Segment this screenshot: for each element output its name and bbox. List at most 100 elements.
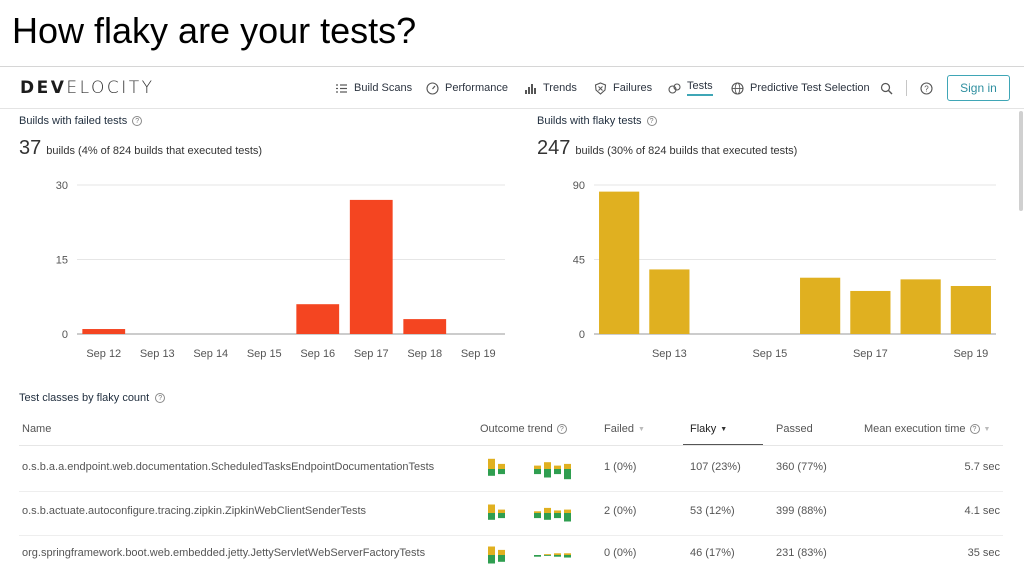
col-header-mean-execution-time[interactable]: Mean execution time? ▼ <box>864 423 990 435</box>
mean-execution-time: 4.1 sec <box>964 505 1000 517</box>
sort-icon: ▼ <box>637 425 645 433</box>
nav-predictive-test-selection[interactable]: Predictive Test Selection <box>731 79 870 97</box>
slide-title: How flaky are your tests? <box>12 10 417 51</box>
svg-text:?: ? <box>924 84 929 93</box>
col-header-name[interactable]: Name <box>22 423 51 435</box>
active-sort-underline <box>683 444 763 445</box>
failed-build-count: 37 <box>19 137 42 159</box>
outcome-trend-sparkbars <box>488 504 571 522</box>
outcome-trend-sparkbars <box>488 546 571 564</box>
flaky-trend-bar <box>498 509 505 513</box>
nav-tests[interactable]: Tests <box>668 79 713 97</box>
test-class-name[interactable]: org.springframework.boot.web.embedded.je… <box>22 547 426 559</box>
passed-trend-bar <box>554 555 561 557</box>
help-button[interactable]: ? <box>920 79 933 97</box>
col-header-passed-label: Passed <box>776 423 813 435</box>
list-icon <box>336 83 347 93</box>
help-circle-icon: ? <box>920 81 933 95</box>
bar-sep-12 <box>82 329 126 334</box>
y-tick-label: 15 <box>56 255 68 267</box>
table-row[interactable]: o.s.b.a.a.endpoint.web.documentation.Sch… <box>0 447 1024 491</box>
mean-execution-time: 35 sec <box>967 547 1000 559</box>
y-tick-label: 0 <box>62 329 68 341</box>
passed-trend-bar <box>564 555 571 558</box>
col-header-passed[interactable]: Passed <box>776 423 813 435</box>
flaky-trend-bar <box>498 549 505 555</box>
y-tick-label: 45 <box>573 255 585 267</box>
flaky-count: 46 (17%) <box>690 547 735 559</box>
passed-trend-bar <box>534 513 541 519</box>
flaky-trend-bar <box>488 546 495 555</box>
outcome-trend-sparkbars <box>488 458 571 480</box>
test-class-name[interactable]: o.s.b.actuate.autoconfigure.tracing.zipk… <box>22 505 367 517</box>
nav-label: Tests <box>687 80 713 96</box>
flaky-trend-bar <box>564 553 571 555</box>
help-icon[interactable]: ? <box>969 424 980 434</box>
x-tick-label: Sep 17 <box>853 348 888 360</box>
x-tick-label: Sep 17 <box>354 348 389 360</box>
flaky-trend-bar <box>554 465 561 469</box>
flaky-summary-text: builds (30% of 824 builds that executed … <box>575 145 798 157</box>
nav-build-scans[interactable]: Build Scans <box>335 79 412 97</box>
table-row[interactable]: org.springframework.boot.web.embedded.je… <box>0 533 1024 576</box>
x-tick-label: Sep 12 <box>86 348 121 360</box>
passed-count: 231 (83%) <box>776 547 827 559</box>
help-icon[interactable]: ? <box>556 424 567 434</box>
table-title: Test classes by flaky count ? <box>19 392 166 404</box>
help-icon[interactable]: ? <box>155 393 166 403</box>
flaky-tests-chart-svg: 0 45 90 Sep 13 Sep 15 Sep 17 Sep 19 <box>573 180 996 360</box>
test-class-name[interactable]: o.s.b.a.a.endpoint.web.documentation.Sch… <box>22 461 435 473</box>
nav-label: Build Scans <box>354 82 413 94</box>
sign-in-button[interactable]: Sign in <box>947 75 1010 101</box>
flaky-trend-bar <box>554 553 561 555</box>
help-icon[interactable]: ? <box>132 116 143 126</box>
passed-trend-bar <box>498 513 505 519</box>
sort-desc-icon: ▼ <box>720 425 728 433</box>
flaky-trend-bar <box>488 458 495 469</box>
flask-icon <box>668 82 681 94</box>
col-header-flaky[interactable]: Flaky ▼ <box>690 423 727 435</box>
top-navbar: DEVELOCITY Build Scans Performance Trend… <box>0 67 1024 109</box>
passed-trend-bar <box>554 469 561 475</box>
passed-count: 399 (88%) <box>776 505 827 517</box>
failed-tests-chart: 0 15 30 Sep 12 Sep 13 Sep 14 Sep 15 Sep 16 Sep 1… <box>0 167 520 372</box>
flaky-trend-bar <box>534 465 541 469</box>
page-scrollbar[interactable] <box>1019 111 1023 211</box>
bar-sep-17 <box>850 290 891 334</box>
gauge-icon <box>426 81 439 95</box>
nav-trends[interactable]: Trends <box>524 79 577 97</box>
row-divider <box>19 535 1003 536</box>
flaky-count: 107 (23%) <box>690 461 741 473</box>
passed-trend-bar <box>544 513 551 520</box>
passed-trend-bar <box>534 469 541 475</box>
flaky-trend-bar <box>488 504 495 513</box>
x-tick-label: Sep 19 <box>461 348 496 360</box>
col-header-failed[interactable]: Failed ▼ <box>604 423 645 435</box>
table-title-text: Test classes by flaky count <box>19 392 150 404</box>
nav-label: Trends <box>543 82 577 94</box>
develocity-logo[interactable]: DEVELOCITY <box>20 78 155 98</box>
search-icon <box>880 82 893 94</box>
passed-count: 360 (77%) <box>776 461 827 473</box>
x-tick-label: Sep 15 <box>247 348 282 360</box>
y-tick-label: 0 <box>579 329 585 341</box>
col-header-name-label: Name <box>22 423 52 435</box>
nav-failures[interactable]: Failures <box>594 79 652 97</box>
table-row[interactable]: o.s.b.actuate.autoconfigure.tracing.zipk… <box>0 491 1024 535</box>
failed-count: 0 (0%) <box>604 547 637 559</box>
bar-sep-17 <box>349 199 393 334</box>
nav-label: Performance <box>445 82 508 94</box>
passed-trend-bar <box>488 513 495 520</box>
nav-separator <box>906 80 907 96</box>
develocity-app: DEVELOCITY Build Scans Performance Trend… <box>0 66 1024 576</box>
nav-performance[interactable]: Performance <box>426 79 508 97</box>
x-tick-label: Sep 16 <box>300 348 335 360</box>
y-tick-label: 30 <box>56 180 68 192</box>
failed-panel-title: Builds with failed tests ? <box>19 115 143 127</box>
search-button[interactable] <box>880 79 893 97</box>
passed-trend-bar <box>498 469 505 475</box>
nav-label: Predictive Test Selection <box>750 82 870 94</box>
help-icon[interactable]: ? <box>646 116 657 126</box>
flaky-trend-bar <box>554 510 561 513</box>
flaky-count: 53 (12%) <box>690 505 735 517</box>
